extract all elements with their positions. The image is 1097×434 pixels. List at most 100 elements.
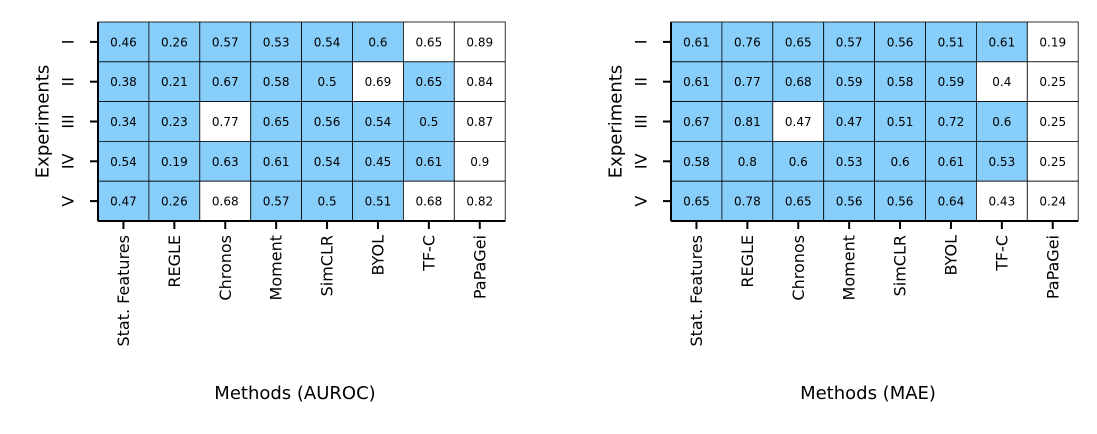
cell-value-label: 0.69 [365,75,392,89]
x-axis-label: Methods (AUROC) [214,383,375,404]
cell-value-label: 0.65 [263,115,290,129]
y-axis-label: Experiments [33,65,54,178]
cell-value-label: 0.57 [263,195,290,209]
cell-value-label: 0.21 [161,75,188,89]
cell-value-label: 0.19 [161,155,188,169]
cell-value-label: 0.58 [887,75,914,89]
heatmap-cell [402,101,455,142]
cell-value-label: 0.67 [683,115,710,129]
x-tick-label: BYOL [368,235,387,276]
cell-value-label: 0.51 [938,35,965,49]
cell-value-label: 0.84 [466,75,493,89]
cell-value-label: 0.46 [110,35,137,49]
cell-value-label: 0.47 [785,115,812,129]
cell-value-label: 0.6 [789,155,808,169]
cell-value-label: 0.4 [992,75,1011,89]
cell-value-label: 0.61 [415,155,442,169]
heatmap-cell [925,101,977,142]
y-tick-label: IV [632,153,651,169]
heatmap-cell [148,101,201,142]
cell-value-label: 0.5 [419,115,438,129]
heatmap-cell [823,180,876,222]
cell-value-label: 0.72 [938,115,965,129]
heatmap-cell [976,21,1028,63]
cell-value-label: 0.53 [836,155,863,169]
cell-value-label: 0.68 [212,195,239,209]
cell-value-label: 0.34 [110,115,137,129]
heatmap-cell [301,140,353,182]
y-tick-label: V [59,196,78,207]
heatmap-cell [199,21,252,63]
cell-value-label: 0.61 [683,35,710,49]
cell-value-label: 0.56 [836,195,863,209]
x-tick-label: Stat. Features [114,235,133,346]
cell-value-label: 0.59 [938,75,965,89]
cell-value-label: 0.43 [988,195,1015,209]
heatmap-cell [874,180,926,222]
cell-value-label: 0.67 [212,75,239,89]
cell-value-label: 0.58 [683,155,710,169]
cell-value-label: 0.65 [683,195,710,209]
cell-value-label: 0.61 [263,155,290,169]
cell-value-label: 0.68 [785,75,812,89]
cell-value-label: 0.56 [314,115,341,129]
cell-value-label: 0.56 [887,35,914,49]
cell-value-label: 0.65 [785,195,812,209]
cell-value-label: 0.23 [161,115,188,129]
heatmap-cell [874,61,926,102]
cell-value-label: 0.81 [734,115,761,129]
heatmap-cell [670,21,723,63]
heatmap-cell [453,61,506,102]
heatmap-cell [1026,61,1079,102]
heatmap-cell [772,21,825,63]
heatmap-cell [976,180,1028,222]
cell-value-label: 0.54 [314,155,341,169]
heatmap-cell [97,140,150,182]
heatmap-cell [874,21,926,63]
heatmap-cell [402,180,455,222]
x-tick-label: Stat. Features [687,235,706,346]
cell-value-label: 0.25 [1039,75,1066,89]
cell-value-label: 0.26 [161,35,188,49]
cell-value-label: 0.47 [836,115,863,129]
cell-value-label: 0.9 [470,155,489,169]
heatmap-cell [976,101,1028,142]
heatmap-cell [148,21,201,63]
heatmap-cell [402,140,455,182]
x-tick-label: SimCLR [891,235,910,296]
cell-value-label: 0.53 [988,155,1015,169]
cell-value-label: 0.87 [466,115,493,129]
heatmap-cell [301,180,353,222]
cell-value-label: 0.6 [368,35,387,49]
x-tick-label: Moment [840,235,859,300]
heatmap-panel-1: 0.46 0.26 0.57 0.53 0.54 0.6 0.65 0.89 0.38 0.21 0… [33,21,506,404]
cell-value-label: 0.56 [887,195,914,209]
cell-value-label: 0.47 [110,195,137,209]
y-tick-label: I [59,40,78,45]
heatmap-panel-2: 0.61 0.76 0.65 0.57 0.56 0.51 0.61 0.19 0.61 0.77… [606,21,1079,404]
y-tick-label: V [632,196,651,207]
cell-value-label: 0.65 [415,75,442,89]
cell-value-label: 0.82 [466,195,493,209]
heatmap-cell [1026,140,1079,182]
cell-value-label: 0.61 [683,75,710,89]
heatmap-cell [721,140,774,182]
x-tick-label: BYOL [941,235,960,276]
heatmap-cell [925,61,977,102]
heatmap-cell [823,61,876,102]
cell-value-label: 0.68 [415,195,442,209]
cell-value-label: 0.65 [415,35,442,49]
cell-value-label: 0.19 [1039,35,1066,49]
x-tick-label: SimCLR [318,235,337,296]
y-axis-label: Experiments [606,65,627,178]
heatmap-cell [453,101,506,142]
heatmap-cell [823,140,876,182]
heatmap-cell [1026,21,1079,63]
y-tick-label: II [59,77,78,86]
heatmap-cell [352,61,404,102]
y-tick-label: III [632,114,651,128]
heatmap-cell [301,101,353,142]
heatmap-cell [1026,101,1079,142]
